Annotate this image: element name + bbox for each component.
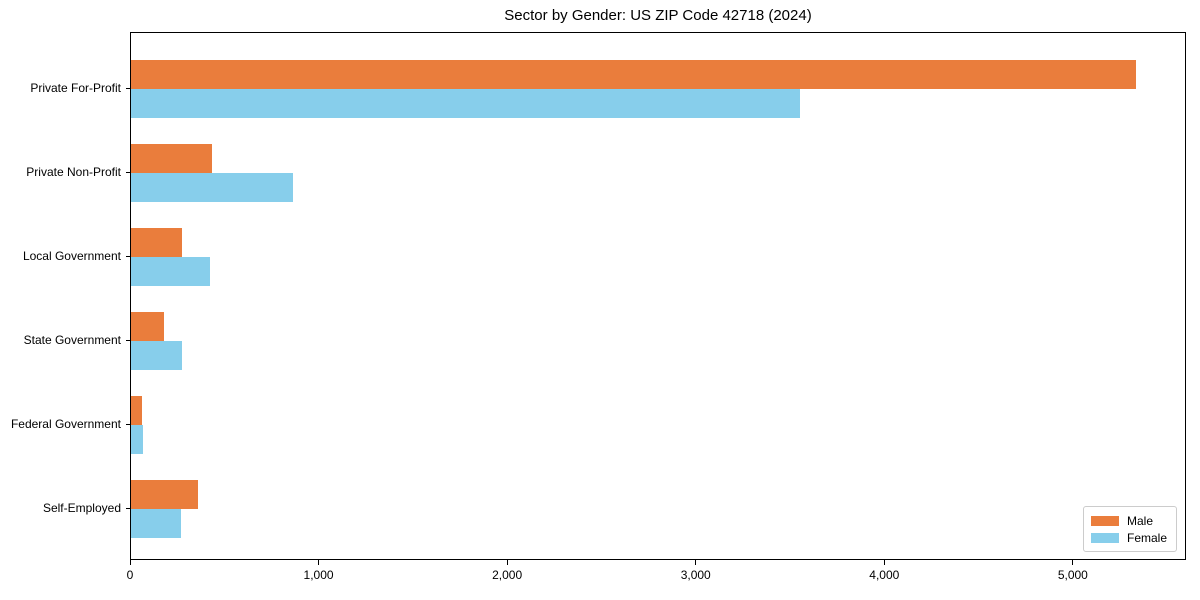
y-axis-label-federal-government: Federal Government	[10, 417, 121, 431]
x-tick	[506, 560, 508, 565]
legend-label-male: Male	[1126, 513, 1153, 528]
bar-female-federal-government	[131, 425, 144, 454]
bar-female-state-government	[131, 341, 182, 370]
legend-swatch-male	[1090, 515, 1119, 526]
y-tick	[126, 340, 130, 341]
bar-female-private-for-profit	[131, 89, 801, 118]
y-axis-label-private-non-profit: Private Non-Profit	[26, 165, 121, 179]
bar-female-self-employed	[131, 509, 181, 538]
x-tick	[318, 560, 320, 565]
bar-female-local-government	[131, 257, 211, 286]
legend: Male Female	[1082, 506, 1177, 552]
x-tick	[1072, 560, 1074, 565]
bar-male-self-employed	[131, 480, 198, 509]
y-axis-label-local-government: Local Government	[22, 249, 121, 263]
x-tick-label-5-000: 5,000	[1057, 568, 1088, 582]
y-tick	[126, 172, 130, 173]
bar-male-federal-government	[131, 396, 143, 425]
plot-area: Male Female	[130, 32, 1186, 560]
legend-entry-female: Female	[1090, 529, 1167, 546]
x-tick	[695, 560, 697, 565]
legend-entry-male: Male	[1090, 512, 1167, 529]
bar-female-private-non-profit	[131, 173, 294, 202]
bar-male-local-government	[131, 228, 182, 257]
chart-title: Sector by Gender: US ZIP Code 42718 (202…	[504, 7, 812, 24]
y-tick	[126, 424, 130, 425]
y-tick	[126, 508, 130, 509]
y-tick	[126, 88, 130, 89]
legend-label-female: Female	[1126, 530, 1167, 545]
legend-swatch-female	[1090, 532, 1119, 543]
bar-male-private-non-profit	[131, 144, 213, 173]
x-tick-label-3-000: 3,000	[680, 568, 711, 582]
y-axis-label-state-government: State Government	[23, 333, 121, 347]
bar-male-state-government	[131, 312, 164, 341]
bar-male-private-for-profit	[131, 60, 1137, 89]
x-tick-label-2-000: 2,000	[492, 568, 523, 582]
x-tick	[129, 560, 131, 565]
y-axis-label-self-employed: Self-Employed	[42, 501, 121, 515]
y-axis-label-private-for-profit: Private For-Profit	[30, 81, 121, 95]
x-tick	[883, 560, 885, 565]
x-tick-label-0: 0	[126, 568, 134, 582]
x-tick-label-4-000: 4,000	[869, 568, 900, 582]
y-tick	[126, 256, 130, 257]
x-tick-label-1-000: 1,000	[303, 568, 334, 582]
